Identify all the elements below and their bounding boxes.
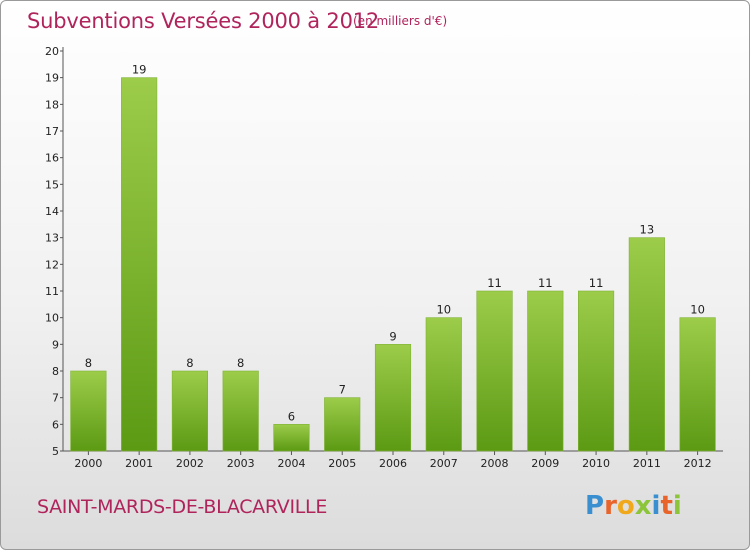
y-tick-label: 8: [52, 365, 59, 378]
x-tick-label: 2001: [125, 457, 153, 470]
data-label: 10: [690, 303, 705, 317]
x-tick-label: 2004: [277, 457, 305, 470]
logo-letter: r: [604, 491, 617, 521]
x-tick-label: 2009: [531, 457, 559, 470]
x-tick-label: 2010: [582, 457, 610, 470]
commune-name: SAINT-MARDS-DE-BLACARVILLE: [37, 496, 328, 518]
chart-subtitle: (en milliers d'€): [353, 14, 448, 28]
proxiti-logo: Proxiti: [585, 491, 682, 521]
bar-2000: [70, 370, 107, 452]
data-label: 11: [589, 276, 604, 290]
data-label: 6: [288, 409, 295, 423]
chart-title: Subventions Versées 2000 à 2012: [27, 9, 380, 33]
x-tick-label: 2012: [684, 457, 712, 470]
bar-2010: [578, 290, 615, 452]
logo-letter: P: [585, 491, 605, 521]
bar-2011: [628, 237, 665, 452]
data-label: 8: [237, 356, 244, 370]
logo-letter: t: [660, 491, 673, 521]
x-tick-label: 2008: [481, 457, 509, 470]
bar-2012: [679, 317, 716, 452]
bars-group: [70, 77, 716, 452]
bar-2003: [222, 370, 259, 452]
y-tick-label: 16: [45, 152, 59, 165]
y-tick-label: 10: [45, 312, 59, 325]
bar-2007: [425, 317, 462, 452]
bar-2002: [171, 370, 208, 452]
bar-2001: [121, 77, 158, 452]
logo-letter: i: [651, 491, 661, 521]
y-tick-label: 13: [45, 232, 59, 245]
x-tick-label: 2003: [227, 457, 255, 470]
x-tick-label: 2002: [176, 457, 204, 470]
y-tick-label: 6: [52, 418, 59, 431]
logo-letter: i: [672, 491, 682, 521]
y-tick-label: 20: [45, 45, 59, 58]
data-label: 11: [538, 276, 553, 290]
data-label: 11: [487, 276, 502, 290]
bar-2008: [476, 290, 513, 452]
y-tick-label: 5: [52, 445, 59, 458]
data-label: 8: [186, 356, 193, 370]
data-labels-group: 8 19 8 8 6 7 9 10 11 11 11 13 10: [85, 63, 705, 424]
x-tick-label: 2000: [74, 457, 102, 470]
y-tick-label: 9: [52, 338, 59, 351]
y-tick-label: 11: [45, 285, 59, 298]
bar-2004: [273, 424, 310, 452]
data-label: 19: [132, 63, 147, 77]
data-label: 8: [85, 356, 92, 370]
data-label: 10: [436, 303, 451, 317]
y-tick-label: 12: [45, 258, 59, 271]
data-label: 7: [339, 383, 346, 397]
x-tick-label: 2007: [430, 457, 458, 470]
logo-letter: o: [616, 491, 635, 521]
axes: 5 6 7 8 9 10 11 12 13 14 15 16 17 18 19 20 2000 2001 2002 2…: [45, 45, 723, 470]
bar-2005: [324, 397, 361, 452]
y-tick-label: 19: [45, 72, 59, 85]
bar-2009: [527, 290, 564, 452]
x-tick-label: 2006: [379, 457, 407, 470]
data-label: 13: [640, 223, 655, 237]
bar-2006: [374, 344, 412, 452]
y-tick-label: 18: [45, 98, 59, 111]
data-label: 9: [389, 329, 396, 343]
y-tick-label: 14: [45, 205, 59, 218]
y-tick-label: 17: [45, 125, 59, 138]
y-tick-label: 7: [52, 392, 59, 405]
logo-letter: x: [634, 491, 652, 521]
x-tick-label: 2011: [633, 457, 661, 470]
x-tick-label: 2005: [328, 457, 356, 470]
y-tick-label: 15: [45, 178, 59, 191]
